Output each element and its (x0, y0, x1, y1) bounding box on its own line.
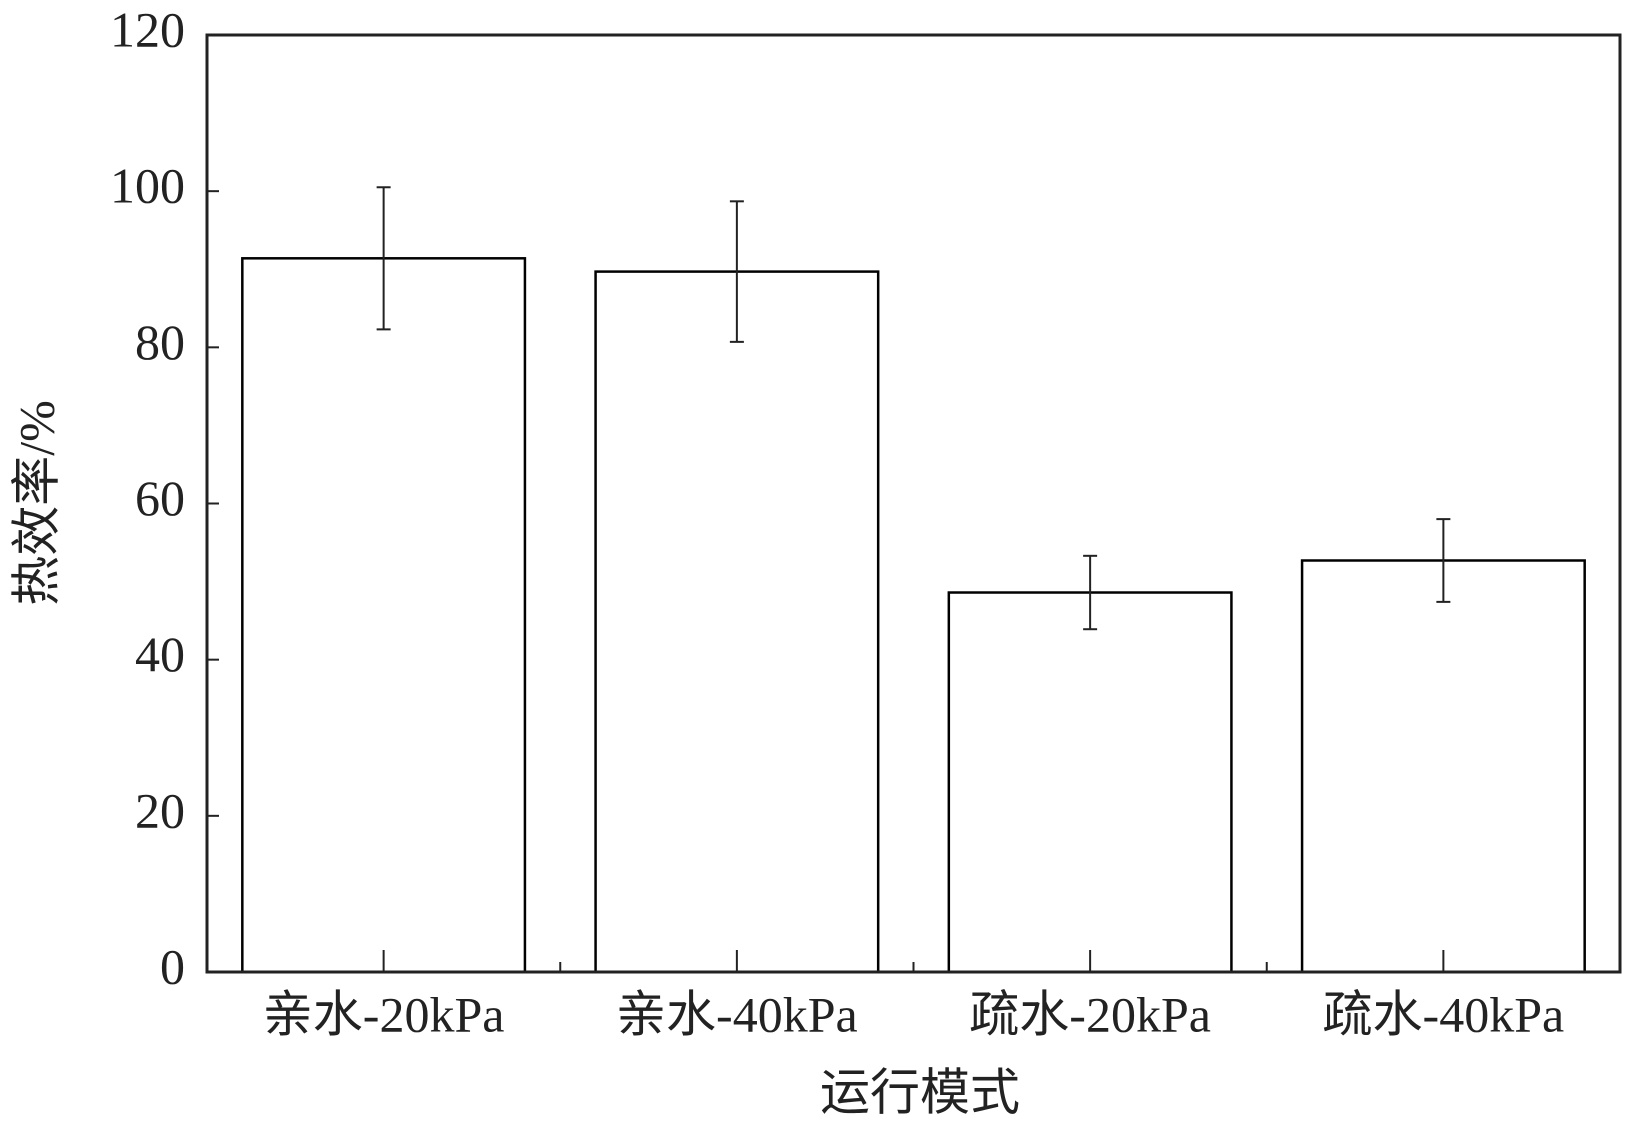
x-tick-label: 疏水-20kPa (969, 986, 1211, 1042)
bar (594, 270, 880, 974)
bar (241, 257, 527, 974)
bar (1300, 559, 1586, 974)
y-tick-label: 40 (135, 626, 185, 682)
x-axis-label: 运行模式 (820, 1064, 1020, 1120)
y-tick-label: 60 (135, 470, 185, 526)
y-axis-label: 热效率/% (8, 400, 64, 606)
x-tick-label: 亲水-20kPa (263, 986, 505, 1042)
x-tick-label: 亲水-40kPa (616, 986, 858, 1042)
y-tick-label: 120 (110, 1, 185, 57)
x-tick-label: 疏水-40kPa (1323, 986, 1565, 1042)
y-tick-label: 80 (135, 314, 185, 370)
y-tick-label: 0 (160, 938, 185, 994)
plot-frame (205, 33, 1622, 974)
y-tick-label: 100 (110, 158, 185, 214)
y-tick-label: 20 (135, 782, 185, 838)
bar (947, 591, 1233, 974)
